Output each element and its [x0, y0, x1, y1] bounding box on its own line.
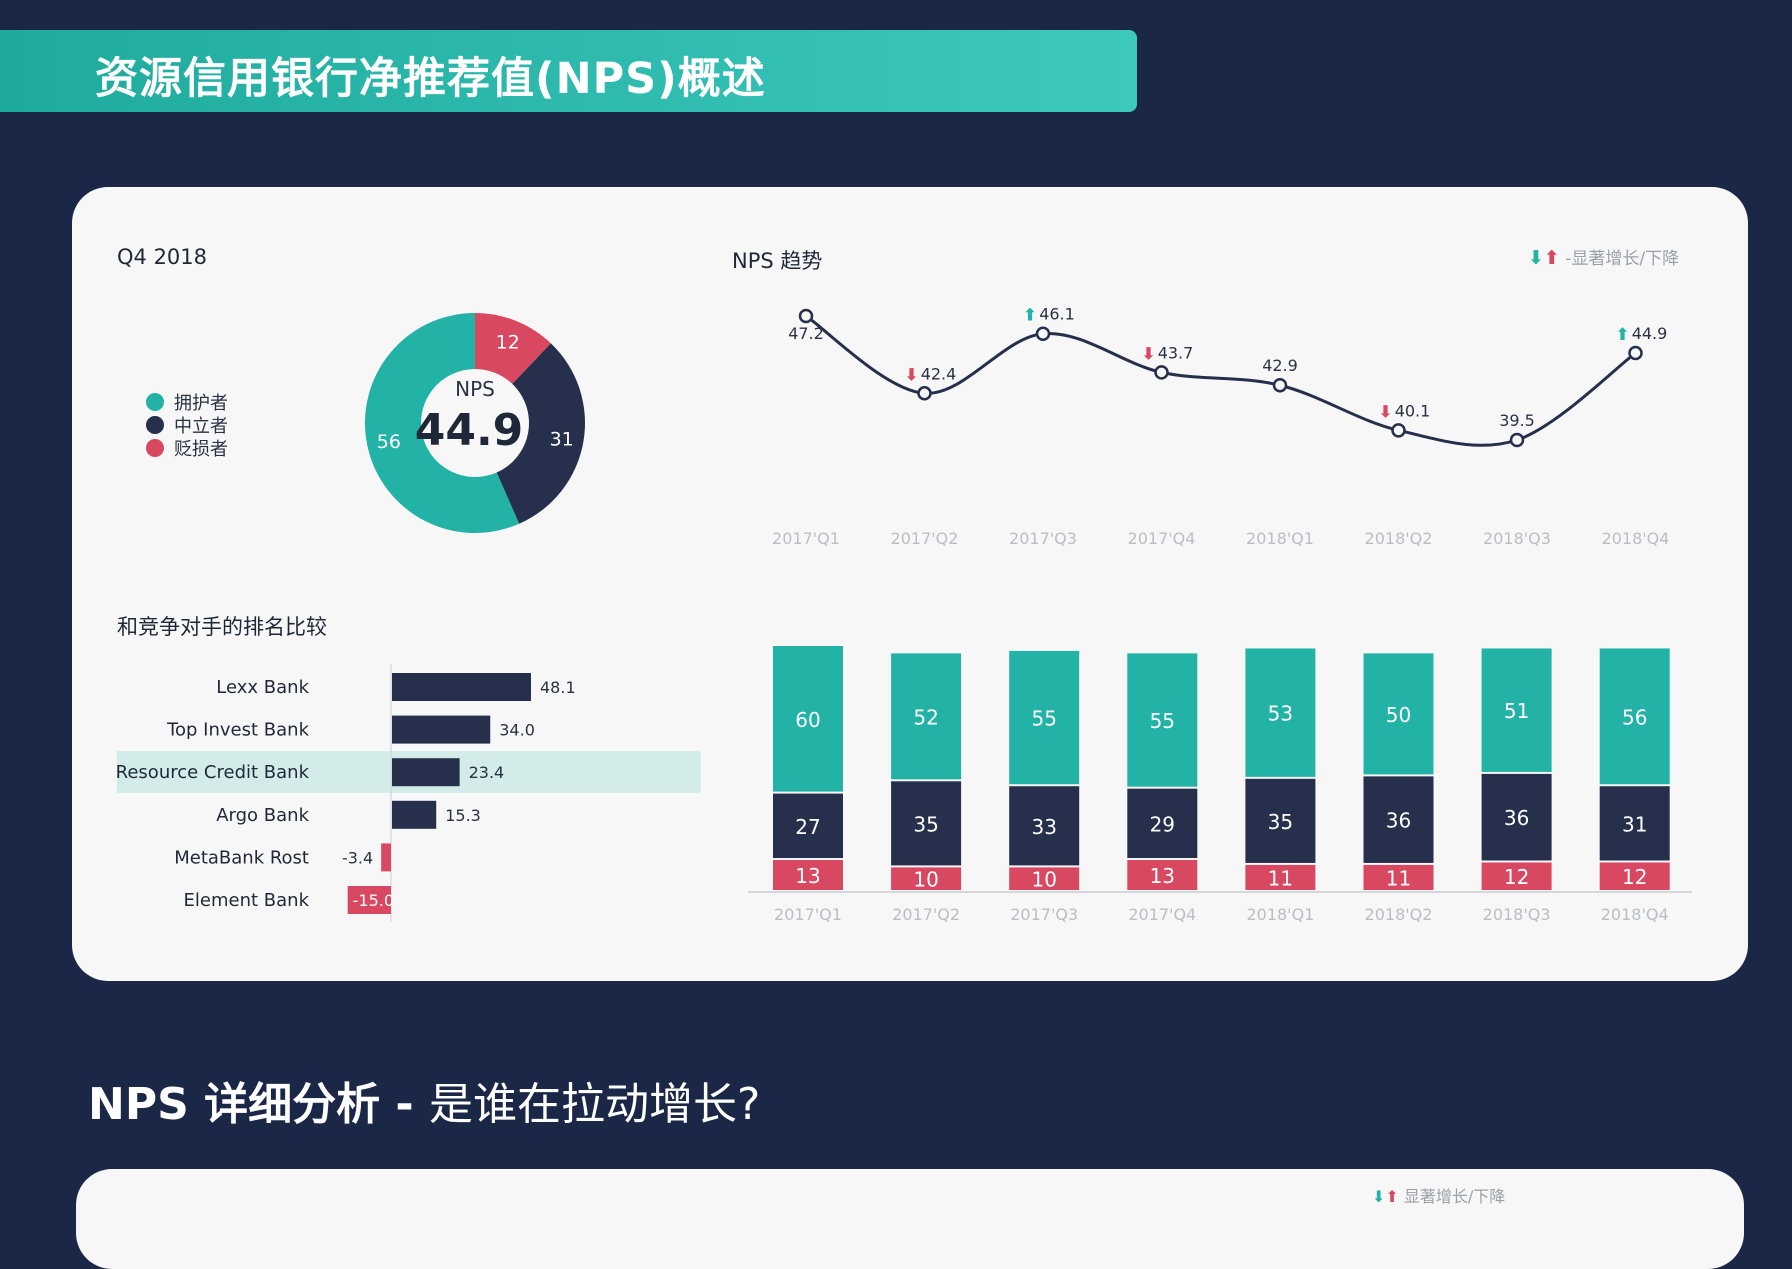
section-title-light: 是谁在拉动增长? [428, 1079, 761, 1130]
promoter-dot-icon [146, 392, 164, 411]
legend-label-promoter: 拥护者 [174, 392, 228, 414]
down-arrow-icon: ⬇ [1528, 247, 1544, 269]
detail-card: ⬇⬆ 显著增长/下降 [76, 1169, 1744, 1269]
detail-legend: ⬇⬆ 显著增长/下降 [1372, 1183, 1505, 1207]
ranking-title: 和竞争对手的排名比较 [117, 615, 327, 639]
page-title: 资源信用银行净推荐值(NPS)概述 [95, 54, 766, 104]
legend-label-neutral: 中立者 [174, 415, 228, 437]
header-banner: 资源信用银行净推荐值(NPS)概述 [0, 30, 1137, 112]
detail-legend-text: 显著增长/下降 [1403, 1187, 1506, 1206]
neutral-dot-icon [146, 415, 164, 434]
legend-item-detractor: 贬损者 [146, 436, 228, 460]
section-title: NPS 详细分析 - 是谁在拉动增长? [88, 1068, 760, 1132]
detractor-dot-icon [146, 438, 164, 457]
trend-legend: ⬇⬆ -显著增长/下降 [1528, 244, 1679, 269]
section-title-bold: NPS 详细分析 - [88, 1079, 429, 1130]
legend-label-detractor: 贬损者 [174, 438, 228, 460]
down-arrow-icon: ⬇ [1372, 1187, 1386, 1206]
up-arrow-icon: ⬆ [1543, 247, 1560, 269]
up-arrow-icon: ⬆ [1385, 1187, 1399, 1206]
donut-legend: 拥护者 中立者 贬损者 [146, 390, 228, 460]
trend-title: NPS 趋势 [732, 249, 823, 273]
overview-card: Q4 2018 NPS 趋势 和竞争对手的排名比较 [72, 187, 1748, 981]
donut-title: Q4 2018 [117, 245, 208, 269]
trend-legend-text: -显著增长/下降 [1565, 249, 1680, 269]
legend-item-neutral: 中立者 [146, 413, 228, 437]
legend-item-promoter: 拥护者 [146, 390, 228, 414]
